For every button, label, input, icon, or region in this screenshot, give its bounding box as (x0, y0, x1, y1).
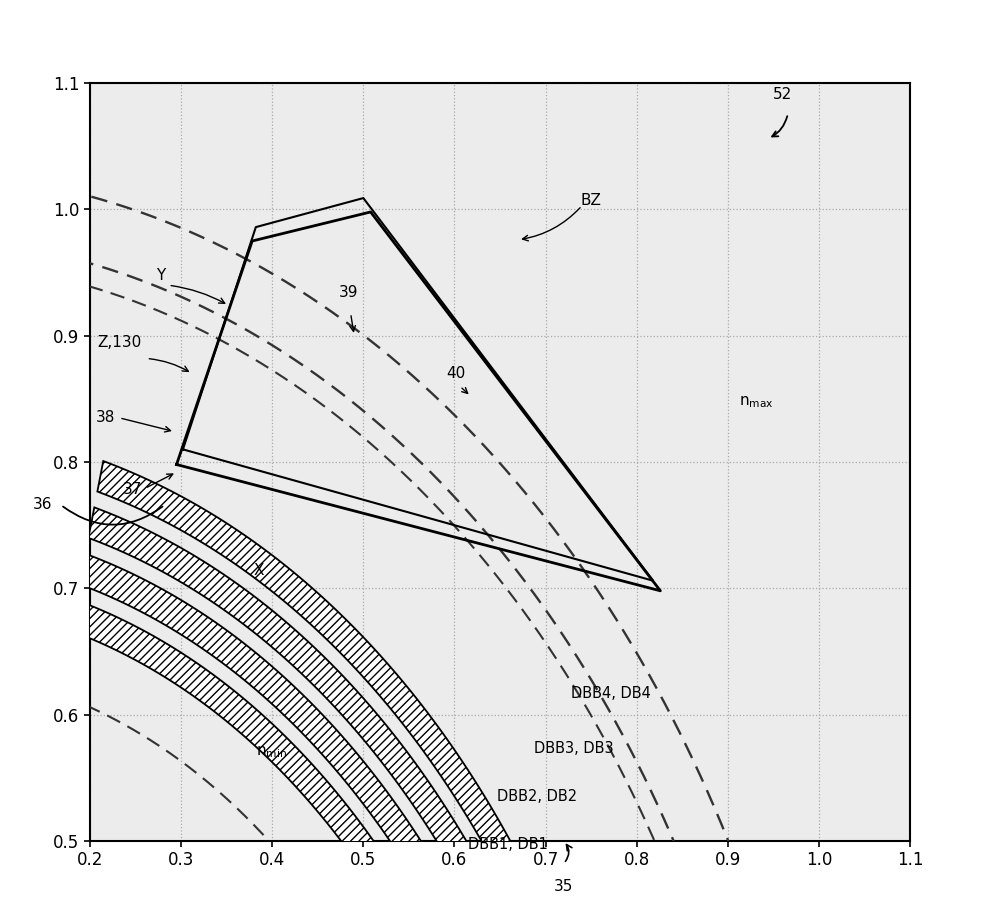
Text: 39: 39 (339, 286, 359, 300)
Text: 36: 36 (33, 497, 52, 513)
Text: Z,130: Z,130 (97, 334, 142, 349)
Text: DBB1, DB1: DBB1, DB1 (468, 837, 548, 852)
Text: 38: 38 (96, 410, 116, 425)
Text: 40: 40 (447, 366, 466, 381)
Text: n$_{\mathrm{max}}$: n$_{\mathrm{max}}$ (739, 395, 773, 410)
Text: 37: 37 (123, 482, 142, 497)
Text: BZ: BZ (580, 193, 601, 208)
Text: Y: Y (156, 268, 166, 283)
Text: DBB2, DB2: DBB2, DB2 (497, 789, 577, 804)
Text: DBB3, DB3: DBB3, DB3 (534, 741, 613, 756)
Text: 35: 35 (554, 879, 573, 894)
Polygon shape (97, 461, 637, 924)
Polygon shape (70, 600, 537, 924)
Text: 52: 52 (773, 87, 792, 103)
Text: DBB4, DB4: DBB4, DB4 (571, 686, 651, 700)
Polygon shape (79, 553, 570, 924)
Text: X: X (253, 563, 264, 578)
Text: n$_{\mathrm{min}}$: n$_{\mathrm{min}}$ (256, 745, 287, 760)
Polygon shape (88, 507, 604, 924)
